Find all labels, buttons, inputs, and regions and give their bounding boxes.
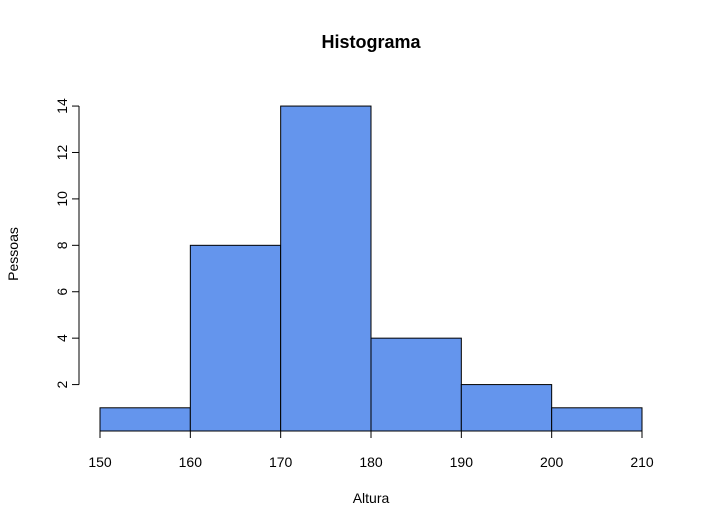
histogram-bar-190-200 bbox=[460, 384, 553, 432]
histogram-bar-160-170 bbox=[189, 244, 282, 432]
x-tick-label-150: 150 bbox=[88, 454, 112, 470]
histogram-bar-180-190 bbox=[370, 337, 462, 432]
x-axis-label: Altura bbox=[353, 490, 390, 506]
y-tick-label-2: 2 bbox=[54, 380, 70, 388]
y-axis: 2 4 6 8 10 12 14 bbox=[54, 98, 80, 388]
histogram-bar-200-210 bbox=[551, 407, 643, 432]
x-axis: 150 160 170 180 190 200 210 bbox=[88, 430, 654, 470]
x-tick-label-170: 170 bbox=[269, 454, 293, 470]
y-tick-label-6: 6 bbox=[54, 288, 70, 296]
chart-title: Histograma bbox=[321, 32, 421, 52]
x-tick-label-160: 160 bbox=[179, 454, 203, 470]
histogram-bar-170-180 bbox=[280, 105, 372, 432]
histogram-bar-150-160 bbox=[99, 407, 191, 432]
bars-group bbox=[99, 105, 643, 432]
x-tick-label-190: 190 bbox=[450, 454, 474, 470]
y-tick-label-4: 4 bbox=[54, 334, 70, 342]
y-tick-label-10: 10 bbox=[54, 191, 70, 207]
x-tick-label-180: 180 bbox=[359, 454, 383, 470]
x-tick-label-200: 200 bbox=[540, 454, 564, 470]
y-tick-label-14: 14 bbox=[54, 98, 70, 114]
y-axis-label: Pessoas bbox=[5, 227, 21, 281]
x-tick-label-210: 210 bbox=[630, 454, 654, 470]
y-tick-label-8: 8 bbox=[54, 241, 70, 249]
y-tick-label-12: 12 bbox=[54, 144, 70, 160]
